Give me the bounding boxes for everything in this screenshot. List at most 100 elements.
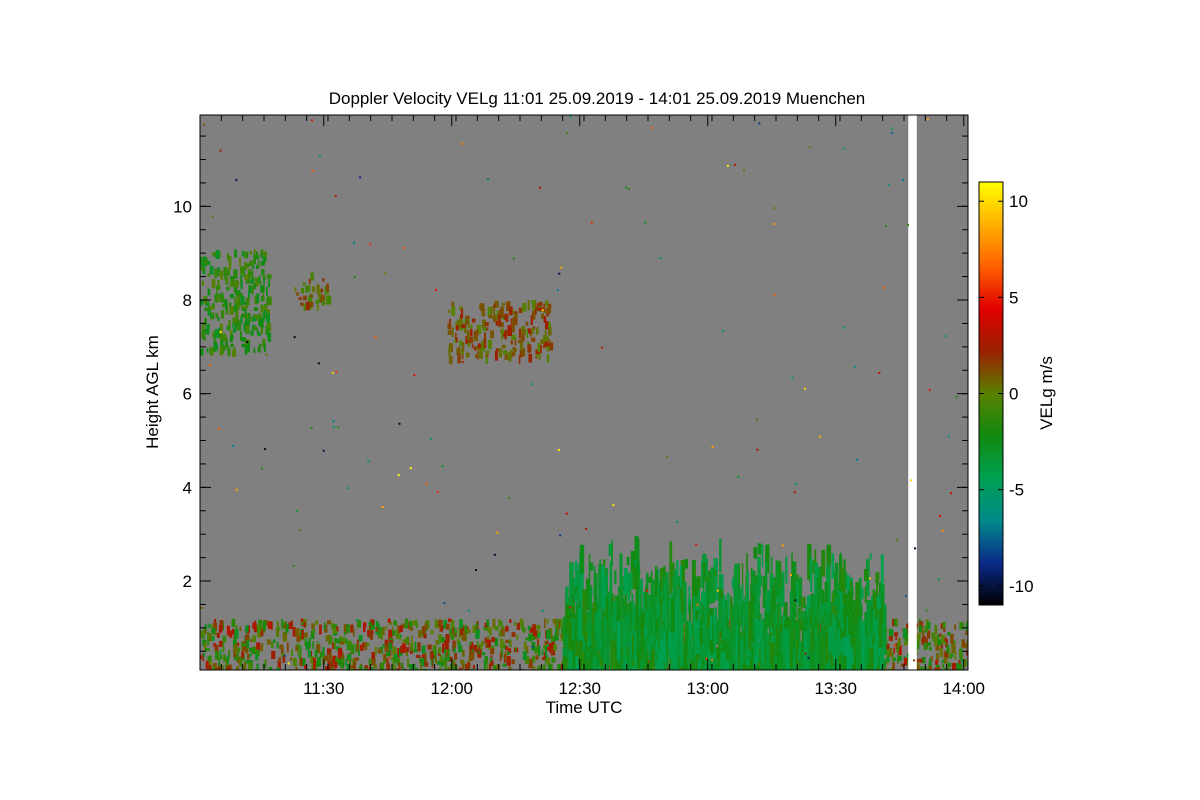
velocity-cell [204, 307, 209, 312]
velocity-cell [835, 582, 838, 613]
velocity-cell [937, 667, 941, 670]
velocity-cell [499, 652, 502, 662]
velocity-cell [319, 624, 322, 635]
velocity-cell [244, 345, 248, 355]
speckle-point [443, 601, 446, 604]
velocity-cell [401, 643, 406, 653]
velocity-cell [814, 562, 818, 599]
velocity-cell [464, 625, 468, 630]
velocity-cell [421, 645, 426, 654]
speckle-point [369, 243, 372, 246]
velocity-cell [851, 586, 854, 598]
velocity-cell [423, 662, 429, 667]
velocity-cell [851, 599, 854, 608]
velocity-cell [249, 647, 253, 652]
speckle-point [895, 539, 898, 542]
velocity-cell [466, 330, 470, 340]
speckle-point [219, 149, 222, 152]
velocity-cell [714, 570, 717, 577]
velocity-cell [935, 645, 940, 651]
velocity-cell [248, 285, 252, 293]
velocity-cell [483, 327, 487, 332]
velocity-cell [821, 615, 826, 636]
speckle-point [644, 221, 647, 224]
velocity-cell [228, 260, 232, 270]
velocity-cell [725, 660, 730, 670]
velocity-cell [921, 637, 925, 645]
speckle-point [722, 329, 725, 332]
velocity-cell [568, 652, 572, 670]
velocity-cell [960, 655, 963, 660]
velocity-cell [691, 645, 694, 654]
velocity-cell [518, 307, 523, 313]
velocity-cell [255, 314, 258, 321]
velocity-cell [729, 651, 733, 670]
velocity-cell [498, 619, 500, 628]
velocity-cell [693, 620, 698, 667]
velocity-cell [543, 316, 547, 323]
velocity-cell [825, 640, 829, 662]
velocity-cell [484, 637, 488, 644]
velocity-cell [895, 633, 897, 641]
velocity-cell [324, 655, 329, 661]
velocity-cell [537, 624, 540, 634]
velocity-cell [589, 645, 594, 670]
velocity-cell [205, 660, 209, 669]
speckle-point [260, 467, 263, 470]
velocity-cell [762, 576, 768, 609]
velocity-cell [941, 659, 944, 664]
velocity-cell [286, 642, 289, 653]
velocity-cell [959, 622, 964, 630]
speckle-point [310, 427, 313, 430]
speckle-point [743, 169, 745, 172]
velocity-cell [471, 318, 476, 323]
velocity-cell [719, 589, 724, 599]
speckle-point [231, 444, 234, 447]
velocity-cell [267, 332, 272, 342]
velocity-cell [800, 596, 803, 631]
velocity-cell [371, 652, 376, 661]
velocity-cell [216, 632, 220, 638]
velocity-cell [629, 630, 632, 655]
velocity-cell [734, 645, 737, 670]
velocity-cell [200, 257, 202, 264]
velocity-cell [215, 667, 218, 670]
velocity-cell [556, 628, 559, 636]
velocity-cell [240, 280, 243, 290]
velocity-cell [441, 637, 445, 643]
velocity-cell [737, 667, 740, 670]
velocity-cell [811, 650, 815, 661]
velocity-cell [396, 658, 401, 666]
velocity-cell [884, 667, 887, 670]
velocity-cell [579, 641, 583, 670]
speckle-point [887, 183, 890, 186]
speckle-point [246, 341, 249, 344]
speckle-point [734, 163, 737, 166]
velocity-cell [531, 300, 536, 305]
velocity-cell [682, 669, 686, 670]
velocity-cell [767, 665, 769, 670]
velocity-cell [906, 623, 910, 633]
velocity-cell [781, 668, 784, 670]
velocity-cell [319, 651, 324, 658]
velocity-cell [449, 629, 452, 635]
velocity-cell [650, 606, 653, 630]
velocity-cell [696, 597, 699, 606]
velocity-cell [537, 638, 539, 649]
velocity-cell [494, 626, 499, 631]
speckle-point [726, 164, 729, 167]
velocity-cell [560, 664, 563, 670]
velocity-cell [464, 628, 469, 634]
velocity-cell [221, 669, 225, 670]
velocity-cell [617, 602, 621, 637]
velocity-cell [211, 305, 215, 310]
velocity-cell [353, 657, 357, 665]
velocity-cell [706, 582, 709, 635]
velocity-cell [843, 637, 847, 657]
plot-area [200, 115, 968, 670]
x-tick-label: 12:00 [430, 679, 473, 698]
speckle-point [374, 336, 377, 339]
velocity-cell [435, 639, 438, 645]
speckle-point [283, 654, 286, 657]
velocity-cell [479, 349, 483, 359]
